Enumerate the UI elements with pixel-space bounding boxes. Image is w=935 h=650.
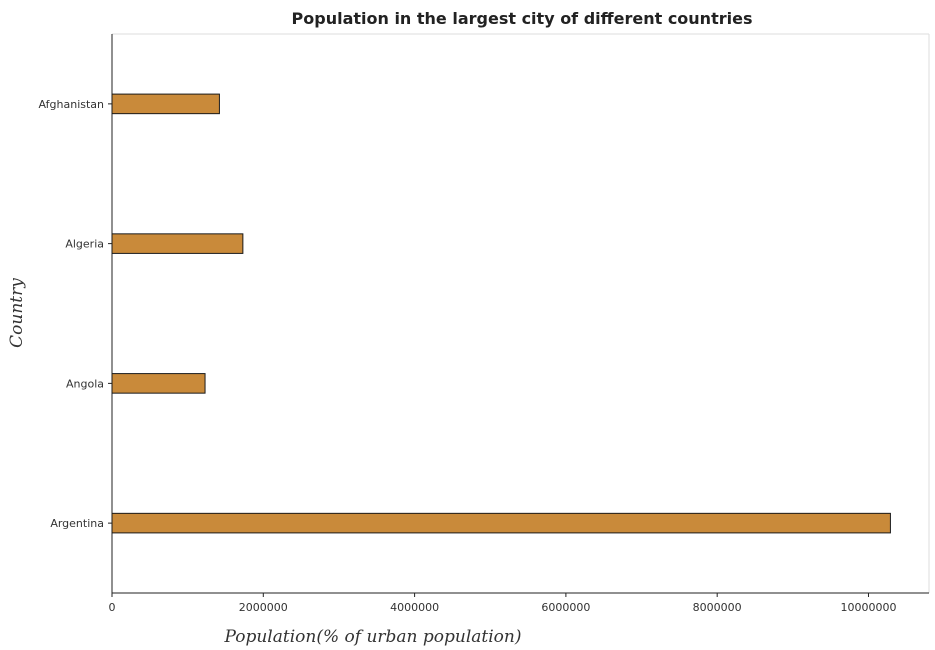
x-tick-label: 8000000 [693, 601, 742, 614]
x-tick-labels: 0 2000000 4000000 6000000 8000000 10000000 [109, 593, 896, 614]
y-tick-label: Angola [66, 377, 104, 390]
y-tick-labels: Afghanistan Algeria Angola Argentina [39, 98, 112, 530]
x-tick-label: 6000000 [541, 601, 590, 614]
y-tick-label: Afghanistan [39, 98, 105, 111]
x-tick-label: 4000000 [390, 601, 439, 614]
x-tick-label: 10000000 [840, 601, 896, 614]
x-tick-label: 2000000 [239, 601, 288, 614]
bars-group [111, 93, 891, 534]
y-tick-label: Argentina [50, 517, 104, 530]
bar-angola [111, 373, 206, 394]
y-axis-title: Country [7, 278, 27, 348]
bar-argentina [111, 512, 891, 534]
y-tick-label: Algeria [65, 238, 104, 251]
plot-area [111, 33, 930, 594]
x-axis-title: Population(% of urban population) [223, 627, 521, 647]
bar-afghanistan [111, 93, 220, 115]
bar-algeria [111, 233, 244, 254]
x-tick-label: 0 [109, 601, 116, 614]
chart-title: Population in the largest city of differ… [292, 9, 753, 28]
